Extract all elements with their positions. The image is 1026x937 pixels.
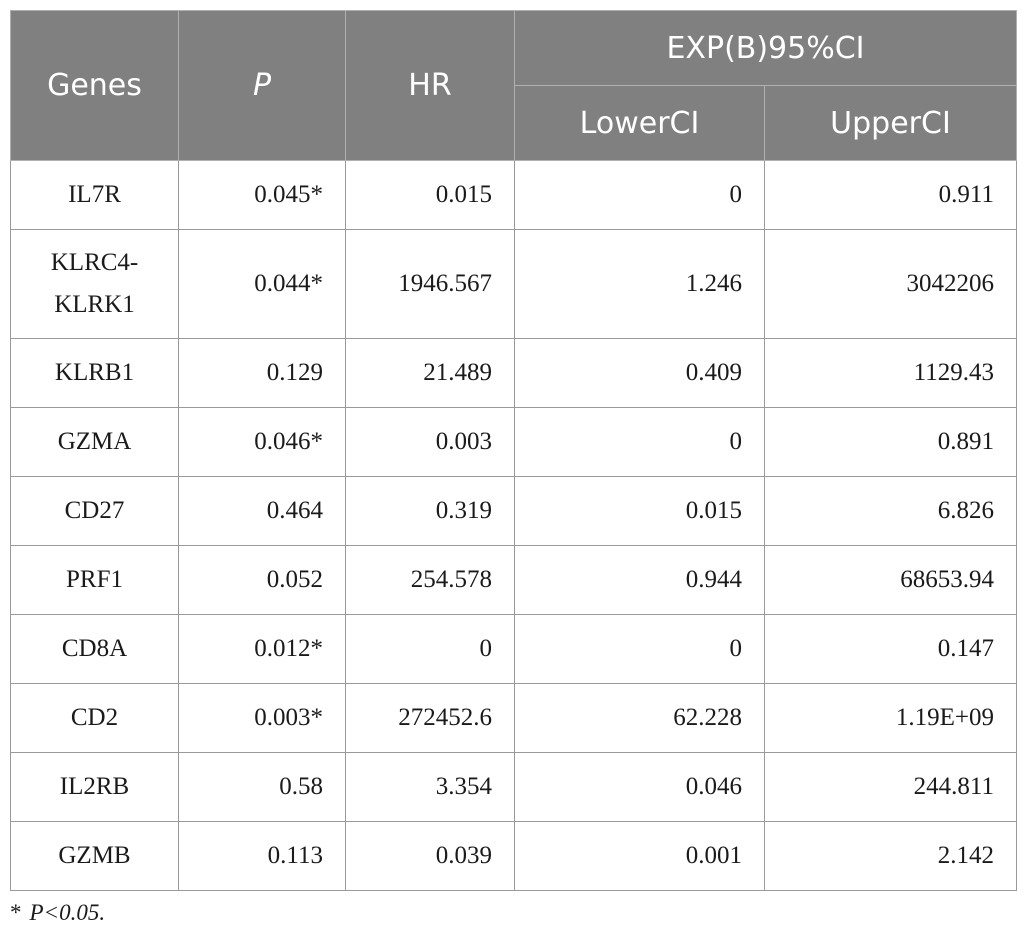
table-row: GZMB 0.113 0.039 0.001 2.142 <box>10 821 1017 891</box>
header-hr: HR <box>345 10 515 161</box>
cell-gene: PRF1 <box>10 545 179 615</box>
cell-hr: 21.489 <box>345 338 515 408</box>
cell-gene-text: KLRC4- KLRK1 <box>50 249 139 318</box>
cell-upper: 1129.43 <box>764 338 1017 408</box>
header-exp-ci-group: EXP(B)95%CI <box>514 10 1017 86</box>
cell-upper: 0.891 <box>764 407 1017 477</box>
table-row: KLRC4- KLRK1 0.044* 1946.567 1.246 304220… <box>10 229 1017 339</box>
table-row: KLRB1 0.129 21.489 0.409 1129.43 <box>10 338 1017 408</box>
header-p: P <box>178 10 346 161</box>
cell-upper: 68653.94 <box>764 545 1017 615</box>
table-footnote: * P<0.05. <box>10 900 105 926</box>
cell-lower: 0.409 <box>514 338 765 408</box>
cell-p: 0.045* <box>178 160 346 230</box>
table-body: IL7R 0.045* 0.015 0 0.911 KLRC4- KLRK1 0.… <box>10 160 1017 891</box>
table-row: PRF1 0.052 254.578 0.944 68653.94 <box>10 545 1017 615</box>
cell-hr: 0.003 <box>345 407 515 477</box>
cell-gene: CD27 <box>10 476 179 546</box>
cell-hr: 0.319 <box>345 476 515 546</box>
cell-lower: 1.246 <box>514 229 765 339</box>
cell-gene: GZMA <box>10 407 179 477</box>
cell-p: 0.046* <box>178 407 346 477</box>
table-row: IL7R 0.045* 0.015 0 0.911 <box>10 160 1017 230</box>
table-row: CD27 0.464 0.319 0.015 6.826 <box>10 476 1017 546</box>
cell-lower: 62.228 <box>514 683 765 753</box>
cell-lower: 0.944 <box>514 545 765 615</box>
cell-hr: 0.039 <box>345 821 515 891</box>
cell-hr: 254.578 <box>345 545 515 615</box>
header-upper-ci: UpperCI <box>764 85 1017 161</box>
cell-p: 0.129 <box>178 338 346 408</box>
table-header: Genes P HR EXP(B)95%CI LowerCI UpperCI <box>10 10 1017 161</box>
cell-p: 0.113 <box>178 821 346 891</box>
cell-p: 0.052 <box>178 545 346 615</box>
cell-upper: 2.142 <box>764 821 1017 891</box>
footnote-text: P<0.05. <box>29 900 106 925</box>
cell-lower: 0 <box>514 614 765 684</box>
cell-hr: 0 <box>345 614 515 684</box>
table-row: IL2RB 0.58 3.354 0.046 244.811 <box>10 752 1017 822</box>
cell-lower: 0 <box>514 160 765 230</box>
cell-p: 0.044* <box>178 229 346 339</box>
cell-upper: 0.911 <box>764 160 1017 230</box>
cell-p: 0.464 <box>178 476 346 546</box>
cell-gene: KLRB1 <box>10 338 179 408</box>
cell-hr: 272452.6 <box>345 683 515 753</box>
footnote-symbol: * <box>10 900 22 925</box>
cell-upper: 6.826 <box>764 476 1017 546</box>
cell-p: 0.58 <box>178 752 346 822</box>
table-row: CD8A 0.012* 0 0 0.147 <box>10 614 1017 684</box>
cell-hr: 3.354 <box>345 752 515 822</box>
header-genes: Genes <box>10 10 179 161</box>
cell-p: 0.003* <box>178 683 346 753</box>
cell-hr: 0.015 <box>345 160 515 230</box>
results-table-container: Genes P HR EXP(B)95%CI LowerCI UpperCI I… <box>10 10 1017 891</box>
cell-upper: 0.147 <box>764 614 1017 684</box>
cell-gene: IL2RB <box>10 752 179 822</box>
cell-lower: 0.001 <box>514 821 765 891</box>
cell-gene: GZMB <box>10 821 179 891</box>
cell-gene: IL7R <box>10 160 179 230</box>
cell-hr: 1946.567 <box>345 229 515 339</box>
cell-lower: 0.015 <box>514 476 765 546</box>
cell-lower: 0.046 <box>514 752 765 822</box>
cell-gene: CD2 <box>10 683 179 753</box>
cell-upper: 244.811 <box>764 752 1017 822</box>
table-row: GZMA 0.046* 0.003 0 0.891 <box>10 407 1017 477</box>
cell-p: 0.012* <box>178 614 346 684</box>
cell-gene: CD8A <box>10 614 179 684</box>
cell-upper: 1.19E+09 <box>764 683 1017 753</box>
cox-regression-table: Genes P HR EXP(B)95%CI LowerCI UpperCI I… <box>10 10 1017 891</box>
header-lower-ci: LowerCI <box>514 85 765 161</box>
table-row: CD2 0.003* 272452.6 62.228 1.19E+09 <box>10 683 1017 753</box>
cell-gene: KLRC4- KLRK1 <box>10 229 179 339</box>
cell-lower: 0 <box>514 407 765 477</box>
cell-upper: 3042206 <box>764 229 1017 339</box>
